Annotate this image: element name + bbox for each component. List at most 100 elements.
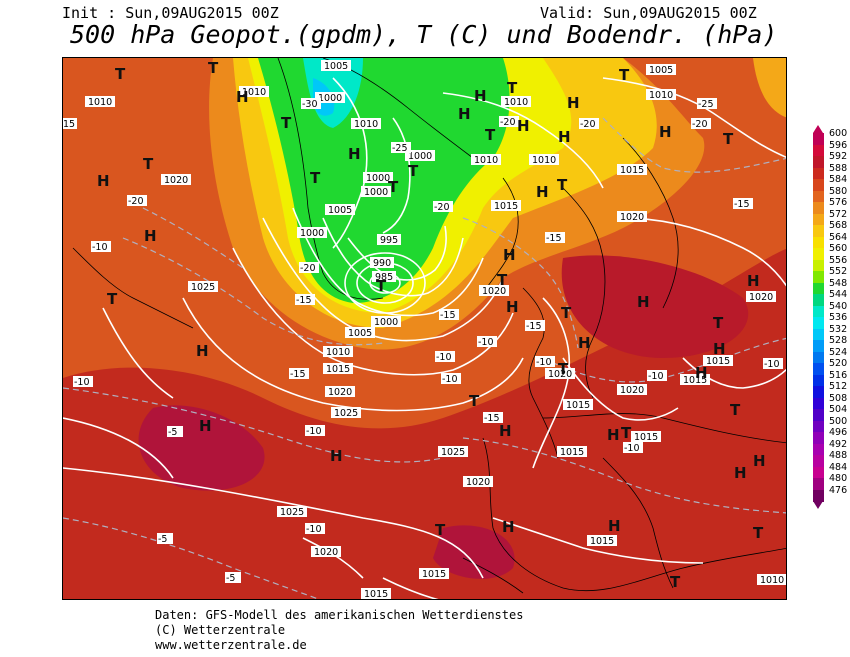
svg-text:-20: -20 — [580, 119, 596, 130]
svg-text:1010: 1010 — [88, 97, 112, 108]
legend-label: 544 — [829, 289, 848, 300]
legend-label: 512 — [829, 381, 848, 392]
label-1015-c: 1015 — [419, 568, 449, 580]
temp-label-minus15-e: -15 — [545, 232, 565, 244]
center-H: H — [97, 172, 110, 190]
legend-swatch — [813, 443, 824, 456]
center-T: T — [753, 524, 764, 542]
center-T: T — [469, 392, 480, 410]
center-T: T — [497, 271, 508, 289]
legend-swatch — [813, 397, 824, 410]
svg-text:-10: -10 — [478, 337, 494, 348]
band-592-east — [561, 255, 749, 358]
center-T: T — [619, 66, 630, 84]
label-1025-c: 1025 — [438, 446, 468, 458]
legend-swatch — [813, 363, 824, 375]
legend-label: 572 — [829, 208, 848, 220]
label-1020-i: 1020 — [617, 384, 647, 396]
band-572-ne — [753, 58, 786, 118]
legend-label: 504 — [829, 404, 848, 415]
legend-label: 484 — [829, 461, 848, 473]
isobar-1025-south — [63, 467, 484, 579]
color-scale-legend: 600 596 592 588 584 580 576 572 568 564 560 556 552 5… — [813, 125, 847, 513]
isobar-1020-east — [622, 217, 786, 287]
svg-text:-10: -10 — [624, 443, 640, 454]
center-T: T — [557, 176, 568, 194]
temp-label-minus10-j: -10 — [305, 523, 325, 535]
temp-label-minus30: -30 — [301, 98, 321, 110]
coast-south-europe — [482, 437, 786, 592]
legend-swatch — [813, 328, 824, 341]
legend-swatch — [813, 478, 824, 490]
center-T: T — [558, 360, 569, 378]
isotherm-minus20-west — [142, 207, 244, 269]
label-1015-b: 1015 — [361, 588, 391, 599]
svg-text:995: 995 — [380, 235, 398, 246]
isobar-1005-north — [602, 77, 786, 159]
label-1020-h: 1020 — [545, 368, 575, 380]
center-H: H — [499, 422, 512, 440]
temp-label-minus10-f: -10 — [477, 336, 497, 348]
label-1015-e: 1015 — [617, 164, 647, 176]
svg-text:1000: 1000 — [374, 317, 398, 328]
label-1015-d: 1015 — [491, 200, 521, 212]
center-T: T — [376, 277, 387, 295]
temp-label-minus20-e: -20 — [299, 262, 319, 274]
legend-label: 560 — [829, 243, 848, 254]
legend-swatch — [813, 259, 824, 272]
svg-text:1015: 1015 — [620, 165, 644, 176]
svg-text:-20: -20 — [692, 119, 708, 130]
center-T: T — [723, 130, 734, 148]
isotherm-minus5 — [63, 517, 320, 599]
label-1005-b: 1005 — [325, 204, 355, 216]
band-592-med — [433, 525, 515, 579]
svg-text:-10: -10 — [306, 426, 322, 437]
svg-text:1010: 1010 — [504, 97, 528, 108]
label-1020-d: 1020 — [311, 546, 341, 558]
legend-arrow-bottom — [813, 501, 823, 509]
center-T: T — [670, 573, 681, 591]
svg-text:1025: 1025 — [191, 282, 215, 293]
svg-text:-10: -10 — [306, 524, 322, 535]
label-1000-e: 1000 — [297, 227, 327, 239]
valid-time: Valid: Sun,09AUG2015 00Z — [540, 4, 757, 22]
label-1010-g: 1010 — [529, 154, 559, 166]
svg-text:-15: -15 — [484, 413, 500, 424]
svg-text:-5: -5 — [158, 534, 167, 545]
center-H: H — [458, 105, 471, 123]
center-H: H — [753, 452, 766, 470]
svg-text:990: 990 — [373, 258, 391, 269]
svg-text:-10: -10 — [92, 242, 108, 253]
legend-label: 536 — [829, 312, 848, 323]
legend-swatch — [813, 271, 824, 283]
label-1020-e: 1020 — [617, 211, 647, 223]
center-H: H — [578, 334, 591, 352]
legend-label: 532 — [829, 323, 848, 335]
label-1015-j: 1015 — [557, 446, 587, 458]
legend-swatch — [813, 432, 824, 444]
legend-label: 516 — [829, 369, 848, 381]
svg-text:1010: 1010 — [760, 575, 784, 586]
isobar-995 — [344, 252, 426, 314]
init-time: Init : Sun,09AUG2015 00Z — [62, 4, 279, 22]
svg-text:1020: 1020 — [314, 547, 338, 558]
center-T: T — [408, 162, 419, 180]
center-H: H — [503, 246, 516, 264]
legend-label: 556 — [829, 254, 848, 266]
isobar-labels: 1005 1010 1010 1000 1010 1000 1000 1000 … — [85, 60, 786, 599]
footer-url: www.wetterzentrale.de — [155, 638, 307, 652]
temp-label-minus25-b: -25 — [697, 98, 717, 110]
legend-swatch — [813, 386, 824, 398]
svg-text:-25: -25 — [698, 99, 714, 110]
isobar-1010-north — [442, 92, 604, 189]
legend-label: 488 — [829, 450, 848, 461]
legend-swatch — [813, 225, 824, 237]
temp-label-minus10-b: -10 — [435, 351, 455, 363]
footer: Daten: GFS-Modell des amerikanischen Wet… — [155, 608, 523, 653]
center-H: H — [506, 298, 519, 316]
legend-label: 568 — [829, 220, 848, 231]
temp-label-minus10-h: -10 — [647, 370, 667, 382]
temp-label-minus10-a: -10 — [91, 241, 111, 253]
center-H: H — [695, 364, 708, 382]
legend-label: 552 — [829, 266, 848, 277]
